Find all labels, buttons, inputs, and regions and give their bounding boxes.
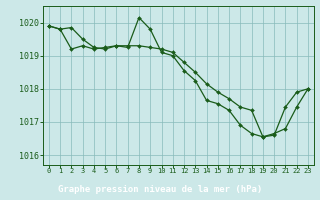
Text: Graphe pression niveau de la mer (hPa): Graphe pression niveau de la mer (hPa)	[58, 186, 262, 194]
